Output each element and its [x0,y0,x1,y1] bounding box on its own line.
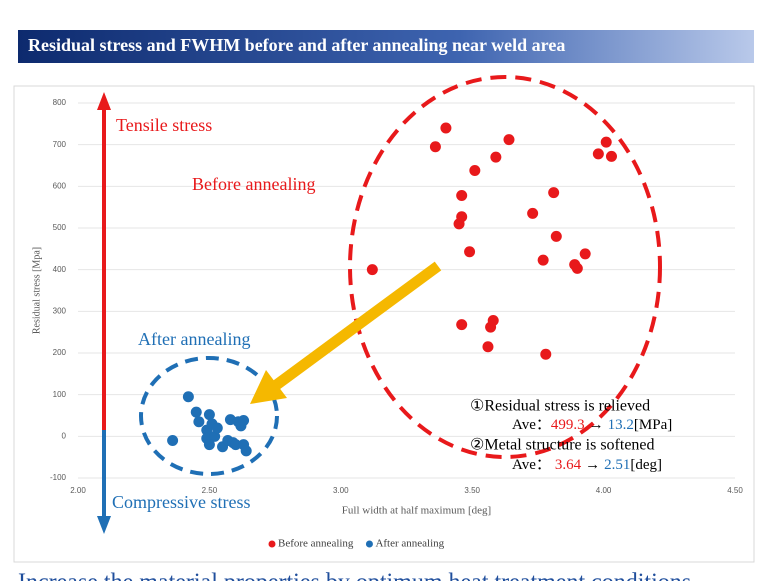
legend-marker [268,540,276,548]
value: 3.64 [555,457,582,473]
value: 2.51 [604,457,630,473]
footer: Increase the material properties by opti… [18,570,691,581]
x-axis-label: Full width at half maximum [deg] [342,505,491,517]
point [540,348,552,360]
point [605,150,617,162]
text: Ave： [512,457,551,473]
y-axis-label: Residual stress [Mpa] [31,247,42,334]
x-tick-label: 4.00 [596,486,612,495]
point [503,134,515,146]
y-tick-label: 300 [53,306,67,315]
y-tick-label: 700 [53,140,67,149]
arrow: → [589,417,604,433]
title-bar [18,30,754,63]
point [456,190,468,201]
text: Ave： [512,417,551,433]
point [211,422,223,434]
point [469,165,481,176]
point [456,211,468,223]
average: Ave：499.3 → 13.2[MPa] [512,417,672,433]
x-tick-label: 4.50 [727,486,743,495]
point [600,136,612,148]
point [579,248,591,260]
point [190,406,202,418]
point [366,264,378,276]
point [490,151,502,163]
point [548,187,560,199]
point [592,148,604,160]
y-tick-label: 800 [53,98,67,107]
after-label: After annealing [138,329,250,349]
annealing-arrowhead [250,370,287,404]
y-tick-label: 400 [53,265,67,274]
y-tick-label: 200 [53,348,67,357]
compressive-label: Compressive stress [112,492,251,512]
point [238,415,250,426]
point [550,230,562,242]
point [440,122,452,134]
compressive-arrowhead [97,516,111,534]
unit: [deg] [630,457,662,473]
point [203,409,215,421]
tensile-arrowhead [97,92,111,110]
unit: [MPa] [634,417,672,433]
point [571,262,583,274]
plot: -100 0 100 200 300 400 500 600 700 800 2.00 2.50 3.0… [31,98,743,549]
before-ellipse [348,75,662,459]
point [527,207,539,219]
x-tick-label: 2.50 [202,486,218,495]
x-tick-label: 3.00 [333,486,349,495]
point [203,439,215,451]
annealing-arrow [271,261,442,391]
tensile-label: Tensile stress [116,115,212,135]
chart-title: Residual stress and FWHM before and afte… [28,35,565,55]
average: Ave： 3.64 → 2.51[deg] [512,457,662,473]
y-tick-label: 100 [53,390,67,399]
after-ellipse [139,356,279,476]
point [456,319,468,331]
note: ②Metal structure is softened [470,437,655,454]
point [167,435,179,446]
legend-label: After annealing [375,538,444,550]
point [240,445,252,457]
value: 13.2 [608,417,634,433]
point [482,341,494,353]
point [464,246,476,258]
point [537,254,549,266]
point [182,391,194,403]
x-tick-label: 3.50 [464,486,480,495]
chart-frame [13,85,755,563]
point [193,416,205,428]
arrow: → [585,457,600,473]
point [487,315,499,326]
point [230,439,242,451]
point [429,141,441,153]
y-tick-label: -100 [50,473,67,482]
y-tick-label: 600 [53,181,67,190]
y-tick-label: 500 [53,223,67,232]
y-tick-label: 0 [62,431,67,440]
legend-label: Before annealing [278,538,354,550]
value: 499.3 [551,417,585,433]
x-tick-label: 2.00 [70,486,86,495]
before-label: Before annealing [192,174,315,194]
note: ①Residual stress is relieved [470,398,650,415]
point [209,430,221,442]
legend-marker [365,540,373,548]
